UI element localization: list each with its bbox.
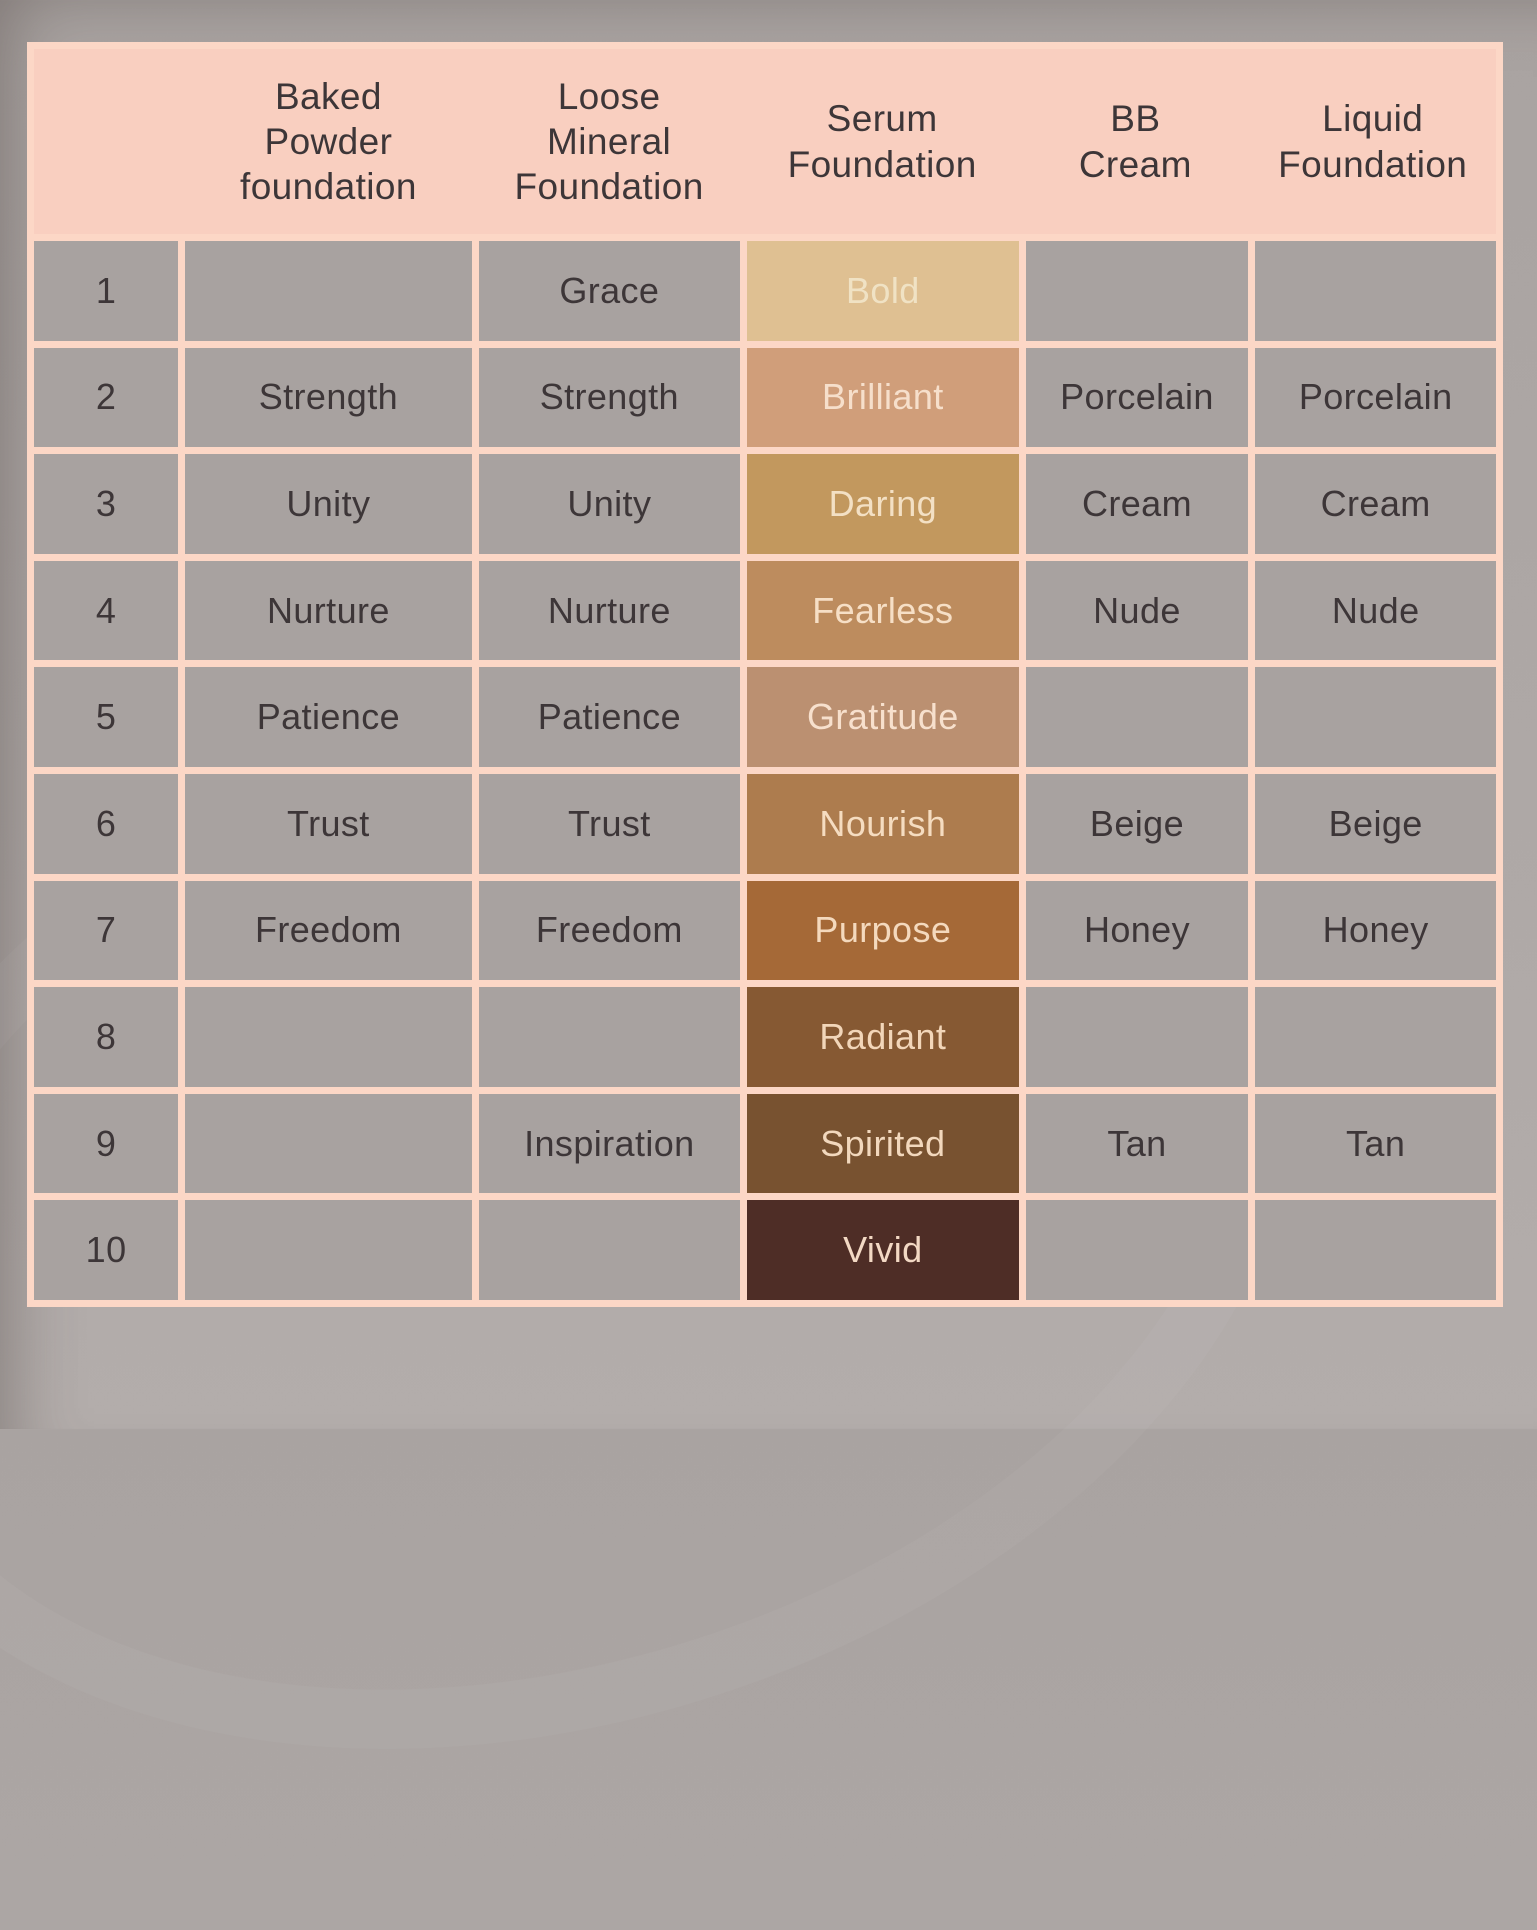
serum-swatch: Daring <box>747 454 1019 554</box>
cell-liquid-foundation <box>1255 987 1496 1087</box>
cell-loose-mineral-foundation <box>478 987 741 1087</box>
cell-loose-mineral-foundation: Inspiration <box>478 1093 741 1194</box>
cell-loose-mineral-foundation: Grace <box>478 241 741 341</box>
cell-loose-mineral-foundation: Nurture <box>478 560 741 661</box>
cell-liquid-foundation <box>1255 667 1496 767</box>
row-number: 4 <box>34 560 179 661</box>
foundation-shade-table: Baked Powder foundation Loose Mineral Fou… <box>27 42 1503 1307</box>
cell-liquid-foundation: Tan <box>1255 1093 1496 1194</box>
serum-swatch: Nourish <box>747 773 1019 874</box>
serum-swatch: Brilliant <box>747 347 1019 448</box>
cell-bb-cream: Honey <box>1025 880 1249 981</box>
cell-baked-powder-foundation: Patience <box>185 667 472 767</box>
cell-baked-powder-foundation <box>185 1200 472 1300</box>
serum-swatch: Bold <box>747 241 1019 341</box>
serum-swatch: Radiant <box>747 987 1019 1087</box>
cell-bb-cream: Nude <box>1025 560 1249 661</box>
cell-bb-cream <box>1025 987 1249 1087</box>
column-header-loose-mineral-foundation: Loose Mineral Foundation <box>514 75 704 208</box>
cell-loose-mineral-foundation: Freedom <box>478 880 741 981</box>
cell-liquid-foundation: Porcelain <box>1255 347 1496 448</box>
serum-swatch: Fearless <box>747 560 1019 661</box>
cell-bb-cream: Porcelain <box>1025 347 1249 448</box>
row-number: 5 <box>34 667 179 767</box>
cell-liquid-foundation: Honey <box>1255 880 1496 981</box>
cell-bb-cream: Beige <box>1025 773 1249 874</box>
row-number: 2 <box>34 347 179 448</box>
serum-swatch: Spirited <box>747 1093 1019 1194</box>
column-header-row-number <box>34 49 182 234</box>
serum-swatch: Vivid <box>747 1200 1019 1300</box>
table-header-row: Baked Powder foundation Loose Mineral Fou… <box>34 49 1496 234</box>
cell-baked-powder-foundation <box>185 987 472 1087</box>
serum-swatch: Purpose <box>747 880 1019 981</box>
column-header-liquid-foundation: Liquid Foundation <box>1278 98 1468 185</box>
cell-loose-mineral-foundation: Patience <box>478 667 741 767</box>
cell-bb-cream <box>1025 1200 1249 1300</box>
cell-liquid-foundation <box>1255 241 1496 341</box>
cell-bb-cream <box>1025 667 1249 767</box>
cell-loose-mineral-foundation: Strength <box>478 347 741 448</box>
table-body: 1 Grace Bold 2 Strength Strength Brilliant Porc… <box>34 241 1496 1300</box>
cell-loose-mineral-foundation: Unity <box>478 454 741 554</box>
row-number: 10 <box>34 1200 179 1300</box>
cell-loose-mineral-foundation <box>478 1200 741 1300</box>
row-number: 8 <box>34 987 179 1087</box>
column-header-bb-cream: BB Cream <box>1078 98 1192 185</box>
page: { "colors": { "page_background": "#aea8a… <box>0 0 1537 1429</box>
cell-baked-powder-foundation <box>185 1093 472 1194</box>
row-number: 1 <box>34 241 179 341</box>
cell-loose-mineral-foundation: Trust <box>478 773 741 874</box>
serum-swatch: Gratitude <box>747 667 1019 767</box>
cell-liquid-foundation: Beige <box>1255 773 1496 874</box>
column-header-baked-powder-foundation: Baked Powder foundation <box>240 75 417 208</box>
row-number: 9 <box>34 1093 179 1194</box>
cell-liquid-foundation: Cream <box>1255 454 1496 554</box>
row-number: 3 <box>34 454 179 554</box>
cell-baked-powder-foundation: Unity <box>185 454 472 554</box>
row-number: 7 <box>34 880 179 981</box>
cell-bb-cream <box>1025 241 1249 341</box>
row-number: 6 <box>34 773 179 874</box>
column-header-serum-foundation: Serum Foundation <box>787 98 977 185</box>
cell-baked-powder-foundation: Strength <box>185 347 472 448</box>
cell-baked-powder-foundation <box>185 241 472 341</box>
cell-baked-powder-foundation: Freedom <box>185 880 472 981</box>
cell-liquid-foundation: Nude <box>1255 560 1496 661</box>
cell-baked-powder-foundation: Trust <box>185 773 472 874</box>
cell-bb-cream: Cream <box>1025 454 1249 554</box>
cell-liquid-foundation <box>1255 1200 1496 1300</box>
cell-baked-powder-foundation: Nurture <box>185 560 472 661</box>
cell-bb-cream: Tan <box>1025 1093 1249 1194</box>
